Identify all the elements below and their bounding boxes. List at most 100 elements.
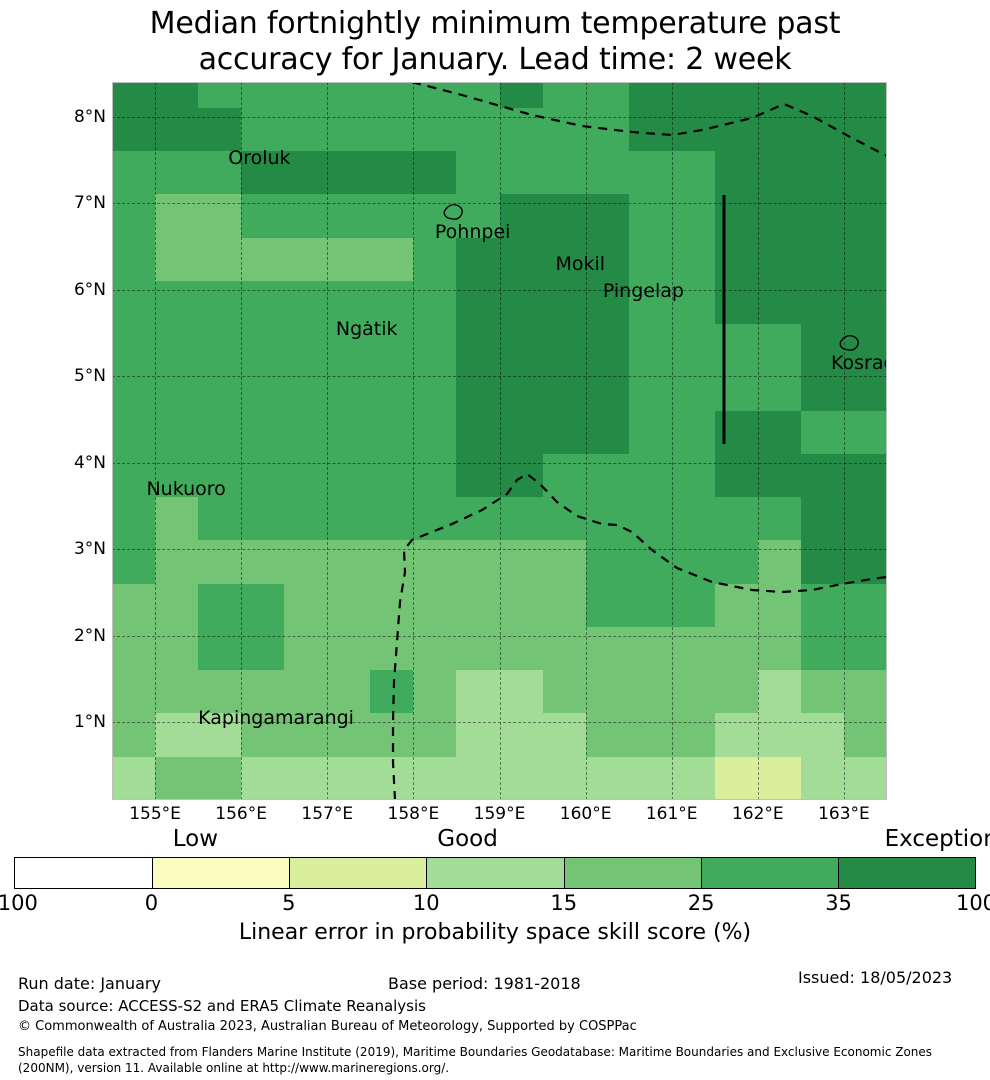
heatmap-cell: [757, 410, 802, 455]
heatmap-cell: [800, 583, 845, 628]
heatmap-cell: [542, 280, 587, 325]
heatmap-cell: [800, 756, 845, 800]
heatmap-cell: [155, 367, 200, 412]
heatmap-cell: [241, 540, 286, 585]
heatmap-cell: [198, 151, 243, 196]
heatmap-cell: [198, 583, 243, 628]
colorbar[interactable]: [14, 857, 976, 889]
heatmap-cell: [714, 756, 759, 800]
place-label: Mokil: [555, 252, 606, 275]
heatmap-cell: [112, 107, 156, 152]
heatmap-cell: [370, 237, 415, 282]
heatmap-cell: [714, 453, 759, 498]
heatmap-cell: [284, 453, 329, 498]
heatmap-cell: [542, 540, 587, 585]
heatmap-cell: [800, 107, 845, 152]
heatmap-cell: [671, 670, 716, 715]
heatmap-cell: [112, 410, 156, 455]
heatmap-cell: [499, 670, 544, 715]
heatmap-cell: [413, 324, 458, 369]
heatmap-cell: [499, 237, 544, 282]
y-axis-tick-label: 8°N: [73, 106, 106, 127]
colorbar-section[interactable]: Low Good Exceptional -100 0 5 10 15 25 35 100: [0, 826, 990, 936]
heatmap-cell: [327, 324, 372, 369]
y-axis-tick-label: 3°N: [73, 539, 106, 560]
heatmap-cell: [327, 151, 372, 196]
heatmap-cell: [284, 151, 329, 196]
heatmap-cell: [542, 367, 587, 412]
heatmap-cell: [327, 107, 372, 152]
heatmap-cell: [456, 237, 501, 282]
heatmap-cell: [671, 237, 716, 282]
heatmap-cell: [843, 670, 887, 715]
colorbar-segment: [837, 858, 975, 888]
heatmap-cell: [542, 756, 587, 800]
heatmap-cell: [499, 367, 544, 412]
heatmap-cell: [327, 410, 372, 455]
heatmap-cell: [198, 194, 243, 239]
heatmap-cell: [241, 756, 286, 800]
heatmap-cell: [585, 194, 630, 239]
heatmap-cell: [112, 453, 156, 498]
colorbar-divider: [563, 858, 565, 888]
heatmap-cell: [413, 713, 458, 758]
heatmap-cell: [843, 324, 887, 369]
heatmap-cell: [413, 151, 458, 196]
heatmap-cell: [112, 497, 156, 542]
heatmap-cell: [241, 237, 286, 282]
heatmap-cell: [757, 670, 802, 715]
heatmap-cell: [370, 280, 415, 325]
x-axis-tick-label: 160°E: [559, 804, 612, 824]
grid-line-horizontal: [112, 289, 887, 291]
heatmap-cell: [413, 670, 458, 715]
y-axis-tick-label: 2°N: [73, 625, 106, 646]
heatmap-cell: [370, 367, 415, 412]
grid-line-horizontal: [112, 116, 887, 118]
grid-line-vertical: [241, 82, 243, 800]
heatmap-cell: [671, 583, 716, 628]
colorbar-divider: [426, 858, 428, 888]
heatmap-cell: [284, 756, 329, 800]
eez-boundary-south: [391, 472, 887, 800]
colorbar-tick-label: 35: [825, 891, 852, 915]
heatmap-cell: [456, 626, 501, 671]
heatmap-cell: [112, 713, 156, 758]
heatmap-cell: [155, 453, 200, 498]
heatmap-cell: [800, 497, 845, 542]
heatmap-cell: [542, 237, 587, 282]
heatmap-cell: [628, 367, 673, 412]
heatmap-cell: [198, 324, 243, 369]
grid-line-horizontal: [112, 203, 887, 205]
heatmap-cell: [542, 410, 587, 455]
colorbar-divider: [289, 858, 291, 888]
grid-line-vertical: [327, 82, 329, 800]
heatmap-cell: [628, 583, 673, 628]
heatmap-cell: [198, 756, 243, 800]
heatmap-cell: [499, 410, 544, 455]
heatmap-cell: [499, 540, 544, 585]
heatmap-cell: [499, 324, 544, 369]
heatmap-cell: [628, 670, 673, 715]
heatmap-cell: [757, 713, 802, 758]
heatmap-cell: [413, 107, 458, 152]
heatmap-cell: [198, 410, 243, 455]
heatmap-cell: [671, 151, 716, 196]
boundary-overlay: [391, 82, 887, 800]
heatmap-cell: [327, 540, 372, 585]
heatmap-cell: [800, 713, 845, 758]
heatmap-cell: [585, 280, 630, 325]
heatmap-cell: [155, 151, 200, 196]
grid-line-vertical: [671, 82, 673, 800]
heatmap-cell: [413, 583, 458, 628]
heatmap-cell: [198, 540, 243, 585]
heatmap-cell: [456, 367, 501, 412]
map-plot-area[interactable]: Oroluk Pohnpei Mokil Pingelap Ngȧtik Kosrae Nu…: [112, 82, 887, 800]
heatmap-cell: [370, 626, 415, 671]
heatmap-cell: [198, 497, 243, 542]
colorbar-tick-label: 100: [955, 891, 990, 915]
colorbar-tick-label: 5: [282, 891, 296, 915]
heatmap-cell: [456, 453, 501, 498]
heatmap-cell: [456, 713, 501, 758]
heatmap-cell: [327, 453, 372, 498]
heatmap-cell: [628, 713, 673, 758]
